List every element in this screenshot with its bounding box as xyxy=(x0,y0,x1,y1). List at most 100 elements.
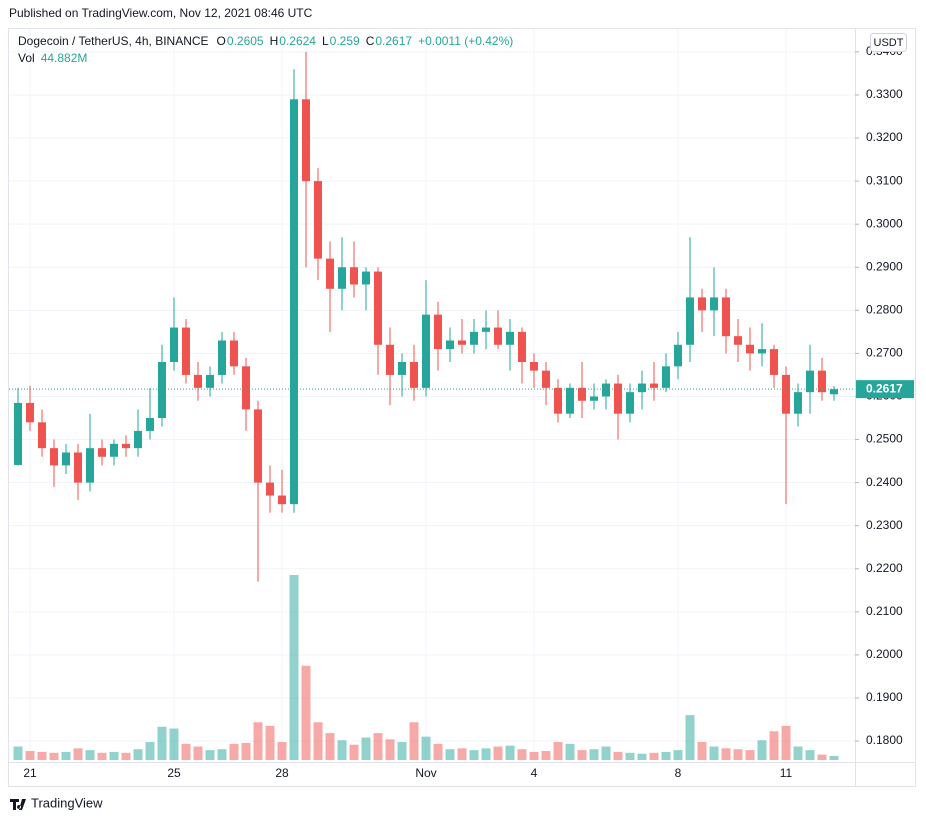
volume-bar xyxy=(733,749,743,760)
legend: Dogecoin / TetherUS, 4h, BINANCE O 0.2605 H… xyxy=(18,34,513,65)
candle-body xyxy=(734,336,742,345)
candle-body xyxy=(542,370,550,388)
volume-bar xyxy=(661,751,671,760)
volume-bar xyxy=(205,750,215,760)
candle-body xyxy=(98,448,106,457)
legend-value: 0.2605 xyxy=(227,34,264,48)
candle-body xyxy=(782,374,790,414)
volume-bar xyxy=(241,742,251,760)
candle-body xyxy=(746,344,754,354)
volume-bar xyxy=(505,745,515,760)
candle-body xyxy=(170,327,178,363)
candle-body xyxy=(470,331,478,345)
volume-bar xyxy=(85,750,95,760)
volume-bar xyxy=(421,736,431,760)
volume-bar xyxy=(793,746,803,760)
candle-body xyxy=(566,387,574,414)
volume-bar xyxy=(361,737,371,760)
legend-volume-name: Vol xyxy=(18,51,35,65)
candle-body xyxy=(710,297,718,311)
candle-body xyxy=(494,327,502,345)
candle-body xyxy=(446,340,454,350)
volume-bar xyxy=(217,749,227,760)
volume-bar xyxy=(577,750,587,760)
published-note: Published on TradingView.com, Nov 12, 20… xyxy=(9,6,313,20)
volume-bar xyxy=(553,742,563,760)
candle-body xyxy=(350,267,358,285)
legend-field: H xyxy=(270,34,279,48)
volume-bar xyxy=(757,740,767,760)
volume-bar xyxy=(313,722,323,760)
candle-body xyxy=(698,297,706,311)
volume-bar xyxy=(121,752,131,760)
candle-body xyxy=(662,366,670,388)
candle-body xyxy=(686,297,694,345)
volume-bar xyxy=(349,744,359,760)
logo-icon xyxy=(10,799,26,810)
volume-bar xyxy=(649,752,659,760)
volume-bar xyxy=(181,743,191,760)
volume-bar xyxy=(589,749,599,760)
candle-body xyxy=(590,396,598,401)
volume-bar xyxy=(325,733,335,760)
currency-label[interactable]: USDT xyxy=(874,37,904,49)
volume-bar xyxy=(817,754,827,760)
volume-bar xyxy=(565,743,575,760)
candle-body xyxy=(830,389,838,395)
candle-body xyxy=(794,392,802,414)
axes: 0.1800 0.1900 0.2000 0.2100 0.2200 0.2300 0.24… xyxy=(9,44,914,780)
x-tick-label: 25 xyxy=(167,766,181,780)
logo: TradingView xyxy=(10,795,103,810)
volume-bar xyxy=(61,751,71,760)
volume-bar xyxy=(673,750,683,760)
y-tick-label: 0.2300 xyxy=(866,518,903,532)
legend-value: 0.2617 xyxy=(375,34,412,48)
volume-bar xyxy=(805,750,815,760)
legend-symbol: Dogecoin / TetherUS, 4h, BINANCE xyxy=(18,34,209,48)
currency-button[interactable]: USDT xyxy=(870,33,907,52)
y-tick-label: 0.2500 xyxy=(866,432,903,446)
volume-bar xyxy=(517,749,527,760)
y-tick-label: 0.2400 xyxy=(866,475,903,489)
legend-field: O xyxy=(217,34,226,48)
volume-bar xyxy=(709,746,719,760)
candle-body xyxy=(314,181,322,259)
y-tick-label: 0.2200 xyxy=(866,561,903,575)
volume-bar xyxy=(433,743,443,760)
volume-bar xyxy=(97,752,107,760)
volume-bar xyxy=(613,751,623,760)
candle-body xyxy=(182,327,190,375)
volume-bar xyxy=(721,748,731,760)
candle-body xyxy=(146,418,154,431)
x-tick-label: Nov xyxy=(415,766,436,780)
currency-box[interactable] xyxy=(870,33,907,52)
candle-body xyxy=(578,387,586,401)
volume-bar xyxy=(169,728,179,760)
volume-bar xyxy=(25,751,35,760)
y-tick-label: 0.3000 xyxy=(866,216,903,230)
volume-bar xyxy=(289,575,299,760)
y-tick-label: 0.3100 xyxy=(866,173,903,187)
y-tick-label: 0.3300 xyxy=(866,87,903,101)
volume-bar xyxy=(277,742,287,760)
volume-bar xyxy=(253,722,263,760)
y-tick-label: 0.2100 xyxy=(866,604,903,618)
candle-body xyxy=(194,374,202,388)
volume-bar xyxy=(37,751,47,760)
candle-body xyxy=(374,271,382,345)
volume-bar xyxy=(265,725,275,760)
candle-body xyxy=(410,362,418,388)
volume-bar xyxy=(13,746,23,760)
candle-body xyxy=(458,340,466,345)
volume-bar xyxy=(745,750,755,760)
volume-bar xyxy=(697,742,707,760)
volume-bar xyxy=(637,753,647,760)
volume-bar xyxy=(229,743,239,760)
candle-body xyxy=(50,448,58,466)
candle-body xyxy=(62,452,70,466)
volume-bar xyxy=(337,740,347,760)
legend-value: 0.259 xyxy=(330,34,360,48)
volume-bar xyxy=(625,752,635,760)
